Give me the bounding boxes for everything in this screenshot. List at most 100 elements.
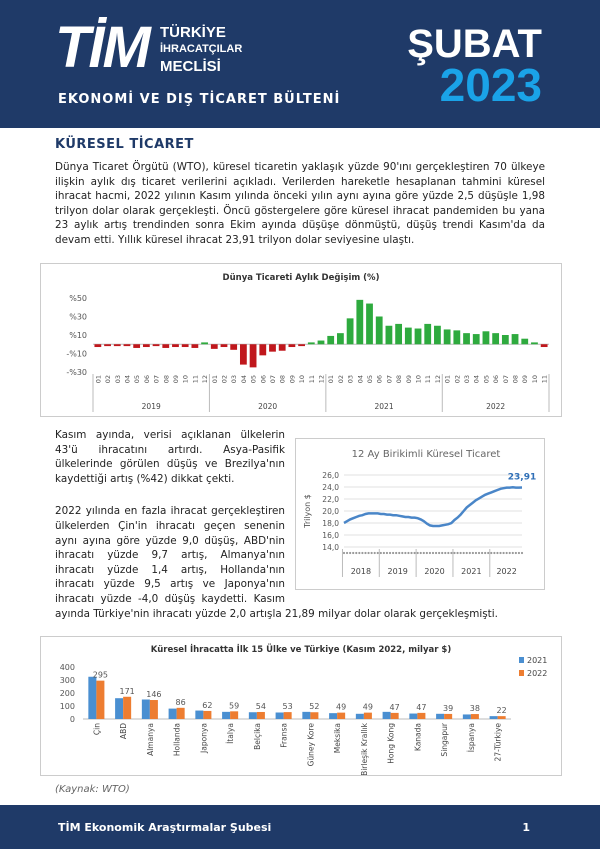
data-label: 47: [416, 703, 426, 712]
x-tick-dot: [404, 551, 407, 555]
logo: TİM: [55, 15, 151, 80]
bar: [356, 299, 364, 345]
x-tick-label: 10: [298, 375, 306, 383]
x-tick-label: 01: [444, 375, 452, 383]
x-tick-dot: [392, 551, 395, 555]
x-tick-label: 12: [318, 375, 326, 383]
bar: [317, 340, 325, 345]
x-tick-dot: [358, 551, 361, 555]
bar: [176, 707, 185, 719]
x-tick-label: 05: [482, 375, 490, 383]
bar: [472, 334, 480, 345]
x-tick-dot: [450, 551, 453, 555]
end-value-label: 23,91: [508, 473, 536, 483]
chart-title: Dünya Ticareti Aylık Değişim (%): [223, 273, 380, 283]
section-title: KÜRESEL TİCARET: [55, 137, 194, 152]
data-label: 86: [176, 698, 186, 707]
bar: [149, 700, 158, 719]
x-tick-dot: [481, 551, 484, 555]
bar: [497, 716, 506, 719]
bar: [385, 325, 393, 345]
bar: [142, 344, 150, 348]
x-tick-dot: [441, 551, 444, 555]
x-tick-label: 09: [405, 375, 413, 383]
x-tick-label: 07: [269, 375, 277, 383]
y-tick-label: %30: [69, 313, 87, 322]
x-tick-label: 07: [153, 375, 161, 383]
x-tick-label: Belçika: [253, 723, 262, 750]
x-tick-dot: [367, 551, 370, 555]
bar: [191, 344, 199, 348]
x-tick-label: 11: [308, 375, 316, 383]
footer-text: TİM Ekonomik Araştırmalar Şubesi: [58, 821, 272, 834]
x-tick-label: İtalya: [226, 723, 235, 744]
x-tick-dot: [471, 551, 474, 555]
data-label: 22: [497, 706, 507, 715]
org-name: TÜRKİYE İHRACATÇILAR MECLİSİ: [160, 24, 242, 75]
x-tick-label: 11: [191, 375, 199, 383]
x-group-label: 2021: [375, 402, 394, 411]
paragraph: 2022 yılında en fazla ihracat gerçekleşt…: [55, 505, 498, 620]
x-tick-label: Hong Kong: [387, 723, 396, 764]
x-tick-label: 10: [415, 375, 423, 383]
bar: [288, 344, 296, 348]
bar: [327, 335, 335, 345]
x-tick-dot: [349, 551, 352, 555]
y-tick-label: 300: [60, 676, 75, 685]
x-tick-label: 06: [492, 375, 500, 383]
x-tick-dot: [517, 551, 521, 555]
bar: [329, 713, 338, 719]
x-tick-label: 11: [541, 375, 549, 383]
bar: [337, 333, 344, 345]
x-tick-label: Güney Kore: [306, 723, 315, 767]
x-tick-dot: [410, 551, 413, 555]
x-tick-dot: [468, 551, 471, 555]
bar: [298, 344, 305, 347]
x-tick-dot: [416, 551, 419, 555]
x-tick-dot: [407, 551, 410, 555]
x-group-label: 2021: [461, 567, 481, 576]
text-block: 12 Ay Birikimli Küresel Ticaret Trilyon $…: [55, 428, 545, 621]
data-label: 38: [470, 704, 480, 713]
line: [343, 486, 523, 528]
x-tick-dot: [487, 551, 490, 555]
source-note: (Kaynak: WTO): [55, 784, 130, 795]
x-group-label: 2022: [486, 402, 505, 411]
x-tick-label: 09: [288, 375, 296, 383]
chart-title: Küresel İhracatta İlk 15 Ülke ve Türkiye…: [151, 644, 452, 655]
chart: Küresel İhracatta İlk 15 Ülke ve Türkiye…: [40, 636, 562, 776]
bar: [511, 334, 519, 345]
bar: [256, 711, 265, 719]
bar: [152, 344, 160, 347]
x-tick-label: 05: [366, 375, 374, 383]
y-tick-label: 24,0: [322, 483, 339, 492]
data-label: 54: [256, 702, 266, 711]
bar: [337, 712, 346, 719]
x-tick-dot: [493, 551, 496, 555]
y-tick-label: %10: [69, 331, 87, 340]
bar: [94, 344, 102, 348]
x-tick-dot: [511, 551, 514, 555]
x-tick-label: Çin: [92, 723, 101, 735]
bar: [307, 342, 315, 345]
page-number: 1: [522, 821, 530, 834]
x-tick-dot: [382, 551, 385, 555]
x-tick-label: 11: [424, 375, 432, 383]
bar: [172, 344, 179, 348]
bar: [195, 710, 204, 719]
bar: [463, 333, 470, 345]
bar: [275, 712, 284, 719]
bar: [540, 344, 548, 348]
x-tick-dot: [395, 551, 398, 555]
bar: [492, 333, 500, 345]
legend-label: 2022: [527, 669, 547, 678]
x-tick-dot: [388, 551, 392, 555]
x-tick-dot: [385, 551, 389, 555]
x-tick-label: 08: [395, 375, 403, 383]
x-tick-label: 04: [356, 375, 364, 383]
x-tick-label: 12: [434, 375, 442, 383]
issue-month: ŞUBAT: [407, 22, 542, 66]
bar: [414, 328, 422, 345]
org-line: TÜRKİYE: [160, 24, 226, 41]
